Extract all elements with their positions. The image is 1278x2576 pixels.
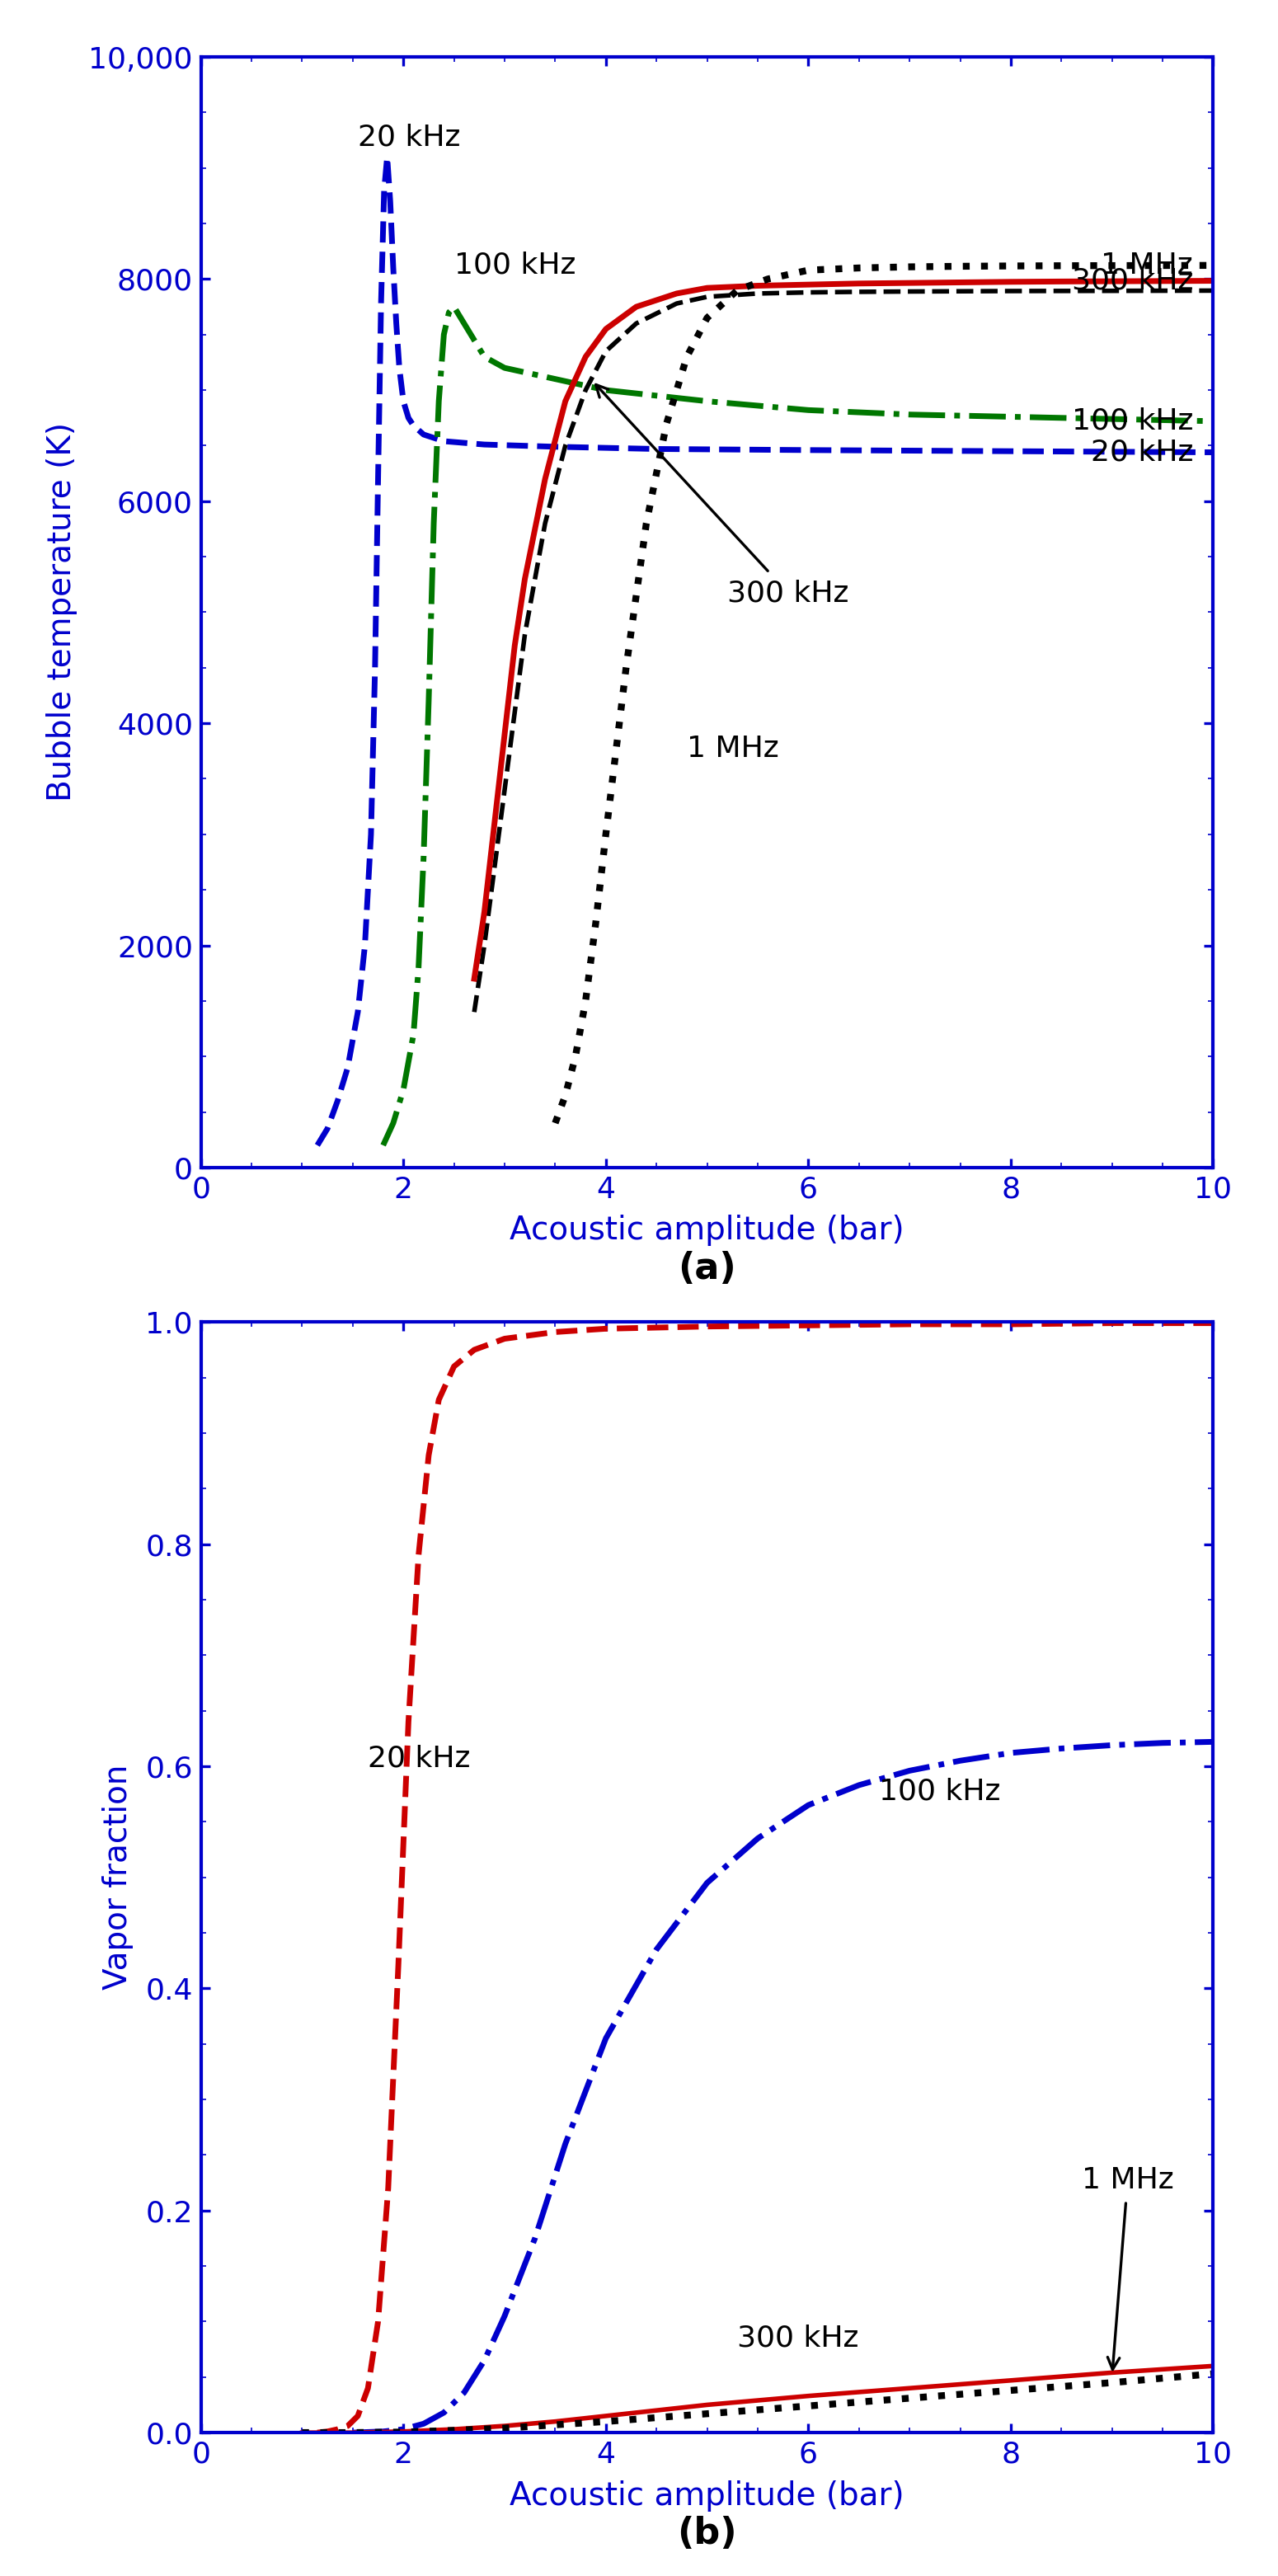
Text: 1 MHz: 1 MHz	[686, 734, 778, 762]
Text: 1 MHz: 1 MHz	[1081, 2166, 1173, 2370]
Y-axis label: Vapor fraction: Vapor fraction	[102, 1765, 134, 1991]
X-axis label: Acoustic amplitude (bar): Acoustic amplitude (bar)	[510, 2481, 905, 2512]
Text: 20 kHz: 20 kHz	[358, 124, 460, 152]
Text: 100 kHz: 100 kHz	[879, 1777, 1001, 1806]
Text: 1 MHz: 1 MHz	[1100, 252, 1192, 278]
Y-axis label: Bubble temperature (K): Bubble temperature (K)	[46, 422, 77, 801]
Text: 300 kHz: 300 kHz	[737, 2324, 859, 2352]
Text: (b): (b)	[677, 2517, 737, 2550]
Text: (a): (a)	[677, 1249, 736, 1285]
Text: 100 kHz: 100 kHz	[1071, 407, 1192, 435]
Text: 300 kHz: 300 kHz	[1071, 268, 1192, 294]
Text: 300 kHz: 300 kHz	[596, 384, 849, 608]
X-axis label: Acoustic amplitude (bar): Acoustic amplitude (bar)	[510, 1216, 905, 1247]
Text: 20 kHz: 20 kHz	[1090, 438, 1192, 466]
Text: 100 kHz: 100 kHz	[454, 252, 575, 278]
Text: 20 kHz: 20 kHz	[368, 1744, 470, 1772]
